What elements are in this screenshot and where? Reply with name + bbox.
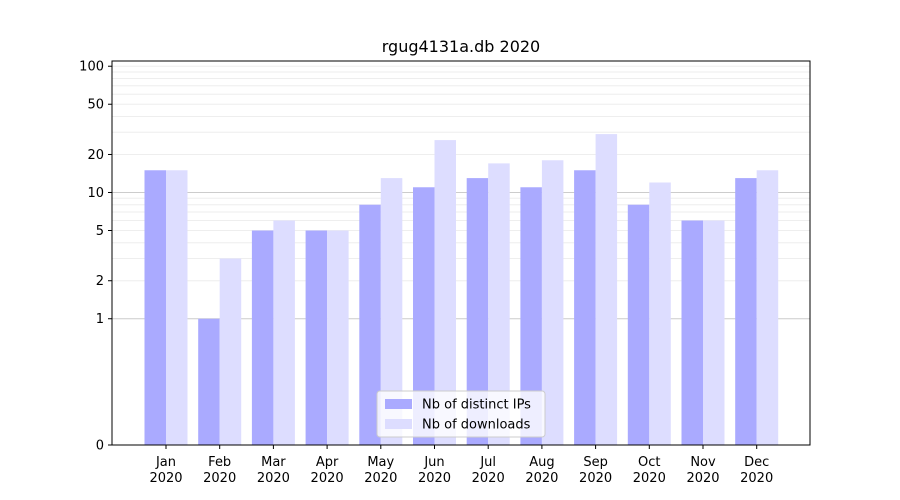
bar-downloads (380, 178, 403, 446)
legend-box (376, 390, 546, 438)
x-tick-label: May 2020 (364, 455, 397, 486)
y-tick-label: 2 (96, 274, 104, 289)
bar-distinct-ips (520, 187, 542, 446)
x-tick-label: Sep 2020 (579, 455, 612, 486)
x-tick-label: Oct 2020 (633, 455, 666, 486)
bar-downloads (166, 170, 188, 445)
bars-layer (144, 134, 779, 446)
bar-downloads (703, 220, 725, 445)
legend-swatch (385, 399, 412, 409)
bar-distinct-ips (627, 204, 650, 445)
bar-distinct-ips (735, 178, 757, 446)
bar-downloads (273, 220, 295, 445)
y-tick-label: 100 (79, 60, 104, 75)
x-tick-label: Jul 2020 (472, 455, 505, 486)
bar-distinct-ips (413, 187, 435, 446)
y-axis: 0 1 2 5 10 20 50 100 (79, 60, 112, 454)
bar-distinct-ips (681, 220, 703, 445)
legend-label: Nb of distinct IPs (422, 398, 531, 413)
legend-swatch (385, 419, 412, 429)
legend-label: Nb of downloads (422, 418, 531, 433)
bar-distinct-ips (359, 204, 381, 445)
x-tick-label: Jan 2020 (149, 455, 182, 486)
y-tick-label: 5 (96, 224, 104, 239)
x-tick-label: Aug 2020 (525, 455, 558, 486)
bar-downloads (434, 140, 456, 445)
bar-downloads (756, 170, 779, 445)
y-tick-label: 0 (96, 439, 104, 454)
bar-distinct-ips (198, 318, 220, 445)
y-tick-label: 50 (87, 98, 104, 113)
y-tick-label: 20 (87, 148, 104, 163)
y-tick-label: 1 (96, 312, 104, 327)
x-tick-label: Jun 2020 (418, 455, 451, 486)
bar-distinct-ips (466, 178, 489, 446)
bar-distinct-ips (251, 230, 274, 445)
bar-downloads (649, 182, 671, 445)
bar-downloads (595, 134, 618, 446)
legend: Nb of distinct IPs Nb of downloads (376, 390, 546, 438)
x-tick-label: Feb 2020 (203, 455, 236, 486)
x-axis: Jan 2020 Feb 2020 Mar 2020 Apr 2020 May 2020 Jun 20… (149, 445, 773, 486)
chart-title: rgug4131a.db 2020 (382, 37, 540, 56)
bar-distinct-ips (144, 170, 166, 445)
bar-downloads (219, 258, 242, 445)
bar-distinct-ips (305, 230, 328, 445)
grid-layer (112, 65, 810, 320)
y-tick-label: 10 (87, 186, 104, 201)
plot-frame (111, 60, 811, 446)
x-tick-label: Nov 2020 (686, 455, 719, 486)
bar-distinct-ips (574, 170, 596, 445)
x-tick-label: Dec 2020 (740, 455, 773, 486)
bar-downloads (327, 230, 349, 445)
bar-downloads (488, 163, 510, 445)
x-tick-label: Mar 2020 (257, 455, 290, 486)
bar-downloads (541, 160, 564, 446)
x-tick-label: Apr 2020 (311, 455, 344, 486)
